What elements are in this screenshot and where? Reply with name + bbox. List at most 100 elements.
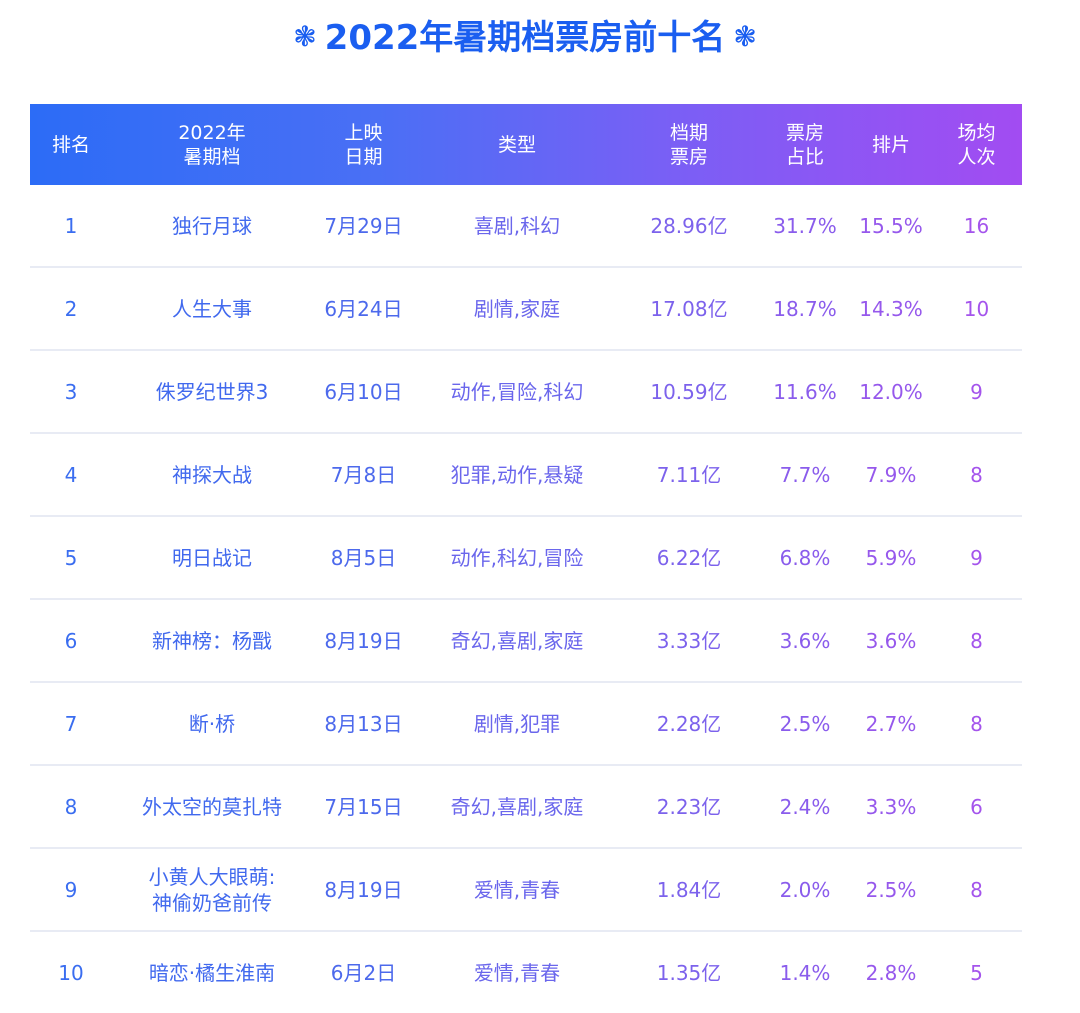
header-rank: 排名 — [30, 133, 112, 157]
cell-rank: 2 — [64, 296, 78, 321]
header-box-office: 档期 票房 — [619, 121, 759, 169]
movie-title: 外太空的莫扎特 — [142, 794, 282, 819]
movie-title: 明日战记 — [172, 545, 252, 570]
cell-release-date: 6月10日 — [324, 379, 403, 404]
cell-genre: 奇幻,喜剧,家庭 — [450, 794, 584, 819]
cell-release-date: 6月2日 — [330, 960, 397, 985]
cell-avg-viewers: 9 — [970, 379, 983, 404]
cell-release-date: 7月8日 — [330, 462, 397, 487]
header-label: 人次 — [957, 145, 996, 168]
cell-rank: 6 — [64, 628, 78, 653]
table-row: 5 明日战记 8月5日 动作,科幻,冒险 6.22亿 6.8% 5.9% 9 — [30, 517, 1022, 600]
movie-title: 小黄人大眼萌: — [148, 864, 276, 889]
cell-share: 6.8% — [779, 545, 831, 570]
cell-box-office: 2.28亿 — [656, 711, 722, 736]
cell-box-office: 1.84亿 — [656, 877, 722, 902]
cell-rank: 5 — [64, 545, 78, 570]
cell-avg-viewers: 8 — [970, 711, 983, 736]
cell-genre: 喜剧,科幻 — [473, 213, 561, 238]
cell-screening: 3.3% — [865, 794, 917, 819]
cell-share: 2.4% — [779, 794, 831, 819]
title-text: 2022年暑期档票房前十名 — [324, 18, 726, 58]
cell-avg-viewers: 16 — [963, 213, 990, 238]
cell-genre: 剧情,家庭 — [473, 296, 561, 321]
table-header: 排名 2022年 暑期档 上映 日期 类型 档期 票房 票房 占比 排片 场均 人次 — [30, 104, 1022, 185]
cell-title: 人生大事 — [112, 296, 312, 322]
cell-title: 小黄人大眼萌: 神偷奶爸前传 — [112, 864, 312, 916]
header-title: 2022年 暑期档 — [112, 121, 312, 169]
header-label: 占比 — [785, 145, 824, 168]
movie-title: 新神榜：杨戬 — [152, 628, 272, 653]
cell-share: 3.6% — [779, 628, 831, 653]
cell-share: 2.0% — [779, 877, 831, 902]
header-label: 2022年 — [178, 121, 246, 144]
cell-box-office: 28.96亿 — [650, 213, 728, 238]
cell-avg-viewers: 8 — [970, 628, 983, 653]
cell-screening: 3.6% — [865, 628, 917, 653]
header-label: 日期 — [344, 145, 383, 168]
cell-screening: 7.9% — [865, 462, 917, 487]
table-row: 1 独行月球 7月29日 喜剧,科幻 28.96亿 31.7% 15.5% 16 — [30, 185, 1022, 268]
cell-box-office: 1.35亿 — [656, 960, 722, 985]
cell-screening: 15.5% — [859, 213, 923, 238]
cell-screening: 5.9% — [865, 545, 917, 570]
cell-title: 新神榜：杨戬 — [112, 628, 312, 654]
table-row: 7 断·桥 8月13日 剧情,犯罪 2.28亿 2.5% 2.7% 8 — [30, 683, 1022, 766]
cell-share: 11.6% — [773, 379, 837, 404]
movie-title: 暗恋·橘生淮南 — [148, 960, 276, 985]
cell-rank: 3 — [64, 379, 78, 404]
snowflake-icon: ❃ — [733, 19, 757, 53]
cell-screening: 2.7% — [865, 711, 917, 736]
movie-title: 人生大事 — [172, 296, 252, 321]
cell-release-date: 8月19日 — [324, 628, 403, 653]
cell-release-date: 6月24日 — [324, 296, 403, 321]
header-label: 票房 — [669, 145, 708, 168]
cell-rank: 7 — [64, 711, 78, 736]
cell-screening: 2.8% — [865, 960, 917, 985]
cell-genre: 剧情,犯罪 — [473, 711, 561, 736]
cell-box-office: 10.59亿 — [650, 379, 728, 404]
movie-title: 神探大战 — [172, 462, 252, 487]
cell-genre: 奇幻,喜剧,家庭 — [450, 628, 584, 653]
box-office-table: 排名 2022年 暑期档 上映 日期 类型 档期 票房 票房 占比 排片 场均 人次 1 独行月球 7月29… — [30, 104, 1022, 1013]
table-row: 2 人生大事 6月24日 剧情,家庭 17.08亿 18.7% 14.3% 10 — [30, 268, 1022, 351]
cell-share: 18.7% — [773, 296, 837, 321]
cell-avg-viewers: 9 — [970, 545, 983, 570]
cell-box-office: 17.08亿 — [650, 296, 728, 321]
cell-genre: 动作,科幻,冒险 — [450, 545, 584, 570]
cell-avg-viewers: 5 — [970, 960, 983, 985]
header-label: 票房 — [785, 121, 824, 144]
cell-screening: 14.3% — [859, 296, 923, 321]
table-row: 10 暗恋·橘生淮南 6月2日 爱情,青春 1.35亿 1.4% 2.8% 5 — [30, 932, 1022, 1013]
cell-release-date: 8月13日 — [324, 711, 403, 736]
cell-release-date: 7月15日 — [324, 794, 403, 819]
header-avg-viewers: 场均 人次 — [931, 121, 1022, 169]
cell-genre: 动作,冒险,科幻 — [450, 379, 584, 404]
cell-box-office: 6.22亿 — [656, 545, 722, 570]
movie-title: 断·桥 — [188, 711, 236, 736]
page-title: ❃ 2022年暑期档票房前十名 ❃ — [0, 14, 1050, 64]
table-row: 4 神探大战 7月8日 犯罪,动作,悬疑 7.11亿 7.7% 7.9% 8 — [30, 434, 1022, 517]
cell-share: 1.4% — [779, 960, 831, 985]
cell-box-office: 7.11亿 — [656, 462, 722, 487]
header-release-date: 上映 日期 — [312, 121, 415, 169]
cell-avg-viewers: 6 — [970, 794, 983, 819]
cell-rank: 10 — [58, 960, 84, 985]
table-body: 1 独行月球 7月29日 喜剧,科幻 28.96亿 31.7% 15.5% 16 2 人生大事 6月… — [30, 185, 1022, 1013]
cell-genre: 爱情,青春 — [473, 877, 561, 902]
cell-release-date: 7月29日 — [324, 213, 403, 238]
header-screening: 排片 — [851, 133, 931, 157]
header-share: 票房 占比 — [759, 121, 851, 169]
header-genre: 类型 — [415, 133, 619, 157]
table-row: 8 外太空的莫扎特 7月15日 奇幻,喜剧,家庭 2.23亿 2.4% 3.3% 6 — [30, 766, 1022, 849]
cell-title: 独行月球 — [112, 213, 312, 239]
snowflake-icon: ❃ — [293, 19, 317, 53]
cell-screening: 12.0% — [859, 379, 923, 404]
header-label: 排片 — [871, 133, 910, 156]
table-row: 9 小黄人大眼萌: 神偷奶爸前传 8月19日 爱情,青春 1.84亿 2.0% 2.5% 8 — [30, 849, 1022, 932]
cell-title: 外太空的莫扎特 — [112, 794, 312, 820]
cell-rank: 8 — [64, 794, 78, 819]
cell-release-date: 8月19日 — [324, 877, 403, 902]
cell-box-office: 2.23亿 — [656, 794, 722, 819]
header-label: 场均 — [957, 121, 996, 144]
